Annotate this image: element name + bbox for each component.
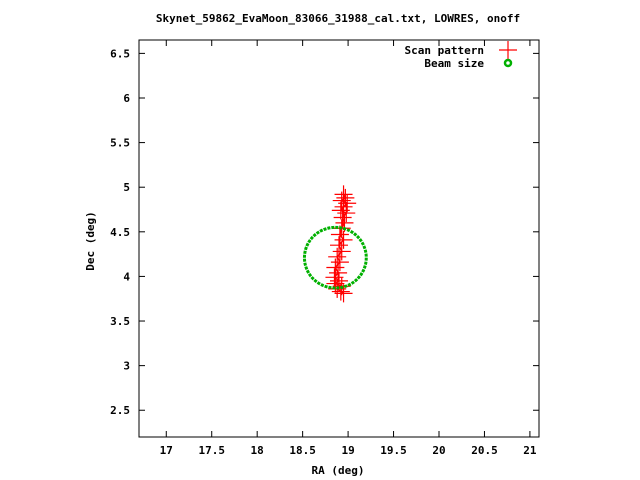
x-tick-label: 19 bbox=[341, 444, 354, 457]
legend-beam-marker bbox=[503, 58, 513, 68]
legend-label-scan-pattern: Scan pattern bbox=[405, 44, 484, 57]
axes bbox=[138, 39, 540, 438]
x-tick-label: 19.5 bbox=[380, 444, 407, 457]
x-tick-label: 18 bbox=[251, 444, 264, 457]
x-axis-ticks: 17 17.5 18 18.5 19 19.5 20 20.5 21 bbox=[160, 40, 537, 457]
scan-pattern-point bbox=[332, 242, 351, 261]
plot-frame bbox=[138, 39, 540, 438]
x-tick-label: 17.5 bbox=[198, 444, 225, 457]
scan-pattern-point bbox=[330, 253, 349, 272]
scan-pattern-point bbox=[326, 258, 345, 277]
y-tick-label: 2.5 bbox=[110, 404, 130, 417]
y-axis-ticks: 2.5 3 3.5 4 4.5 5 5.5 6 6.5 bbox=[110, 47, 539, 417]
plot-area bbox=[302, 185, 368, 303]
y-tick-label: 5 bbox=[123, 181, 130, 194]
y-tick-label: 6.5 bbox=[110, 47, 130, 60]
x-tick-label: 18.5 bbox=[289, 444, 316, 457]
scan-pattern-point bbox=[333, 208, 352, 227]
x-tick-label: 21 bbox=[523, 444, 537, 457]
scan-pattern-point bbox=[334, 284, 353, 303]
x-axis-label: RA (deg) bbox=[312, 464, 365, 477]
scan-pattern-point bbox=[329, 263, 348, 282]
scan-pattern-point bbox=[337, 204, 356, 223]
y-tick-label: 5.5 bbox=[110, 137, 130, 150]
scan-pattern-point bbox=[334, 230, 353, 249]
legend-label-beam-size: Beam size bbox=[424, 57, 484, 70]
x-tick-label: 20 bbox=[432, 444, 445, 457]
beam-size-circle bbox=[302, 225, 368, 290]
scan-pattern-point bbox=[331, 282, 350, 301]
y-axis-label: Dec (deg) bbox=[84, 211, 97, 271]
y-tick-label: 4.5 bbox=[110, 226, 130, 239]
y-tick-label: 6 bbox=[123, 92, 130, 105]
scan-pattern-point bbox=[336, 188, 355, 207]
y-tick-label: 3 bbox=[123, 360, 130, 373]
x-tick-label: 17 bbox=[160, 444, 173, 457]
x-tick-label: 20.5 bbox=[471, 444, 498, 457]
chart-title: Skynet_59862_EvaMoon_83066_31988_cal.txt… bbox=[156, 12, 520, 25]
scan-pattern-point bbox=[328, 247, 347, 266]
y-tick-label: 4 bbox=[123, 270, 130, 283]
y-tick-label: 3.5 bbox=[110, 315, 130, 328]
